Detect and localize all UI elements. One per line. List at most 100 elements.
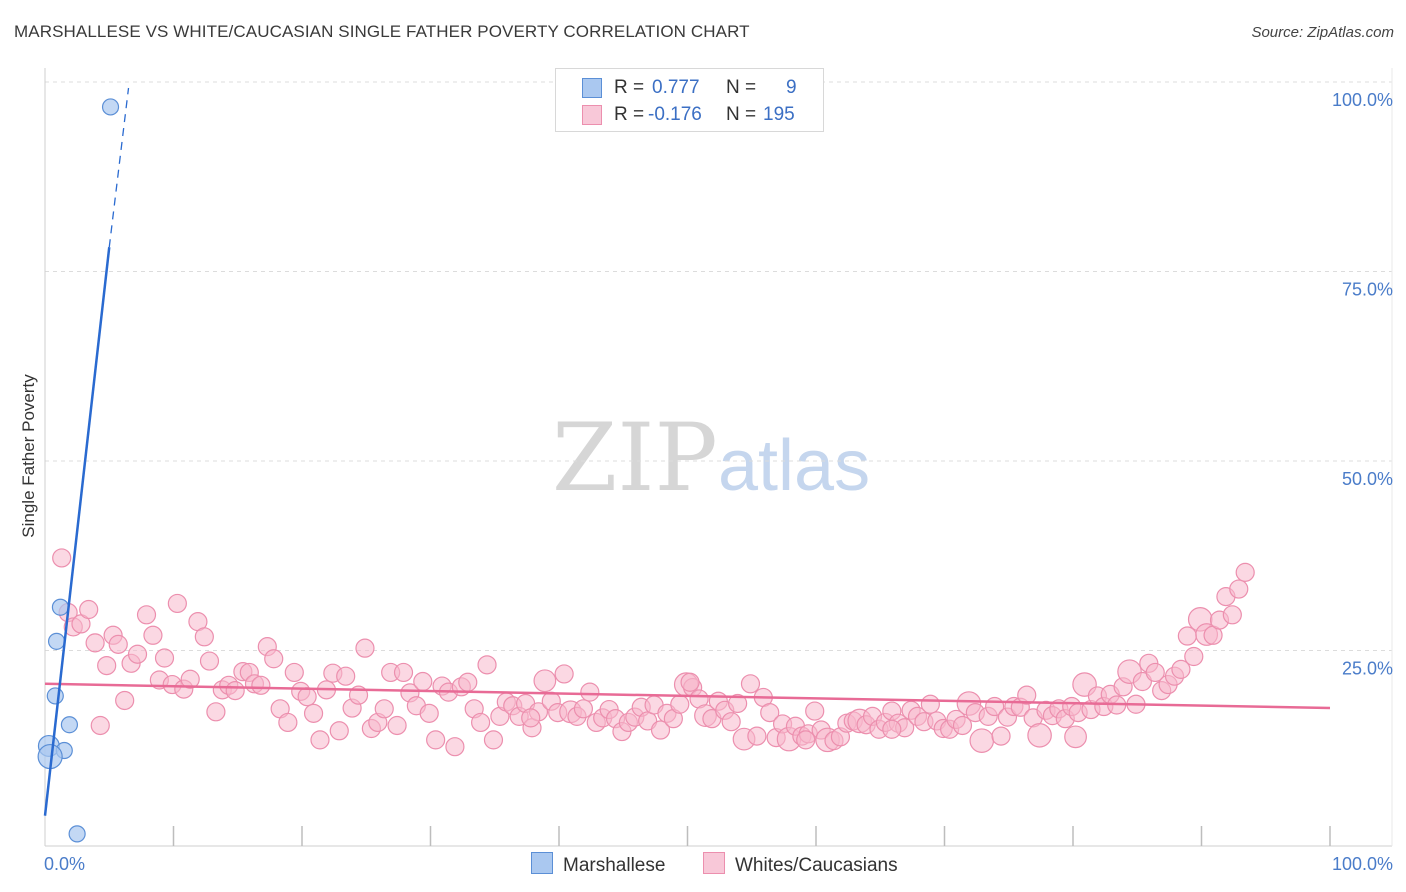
legend-item-whites: Whites/Caucasians xyxy=(703,852,898,877)
point-whites-96 xyxy=(670,694,690,714)
legend-swatch-marshallese xyxy=(582,78,602,98)
point-whites-93 xyxy=(650,720,671,740)
legend-n-value: 9 xyxy=(786,77,797,98)
legend-n-label: N = xyxy=(726,77,757,98)
x-tick-label-max: 100.0% xyxy=(1332,854,1393,874)
point-whites-5 xyxy=(85,633,105,653)
point-whites-40 xyxy=(310,730,330,750)
stats-legend: R = 0.777 N = 9 R = -0.176 N = 195 xyxy=(555,68,824,132)
point-whites-53 xyxy=(393,662,414,683)
point-whites-67 xyxy=(483,730,504,750)
legend-swatch-marshallese xyxy=(531,852,553,874)
legend-r-value: 0.777 xyxy=(652,77,700,98)
point-whites-18 xyxy=(167,593,187,614)
point-whites-4 xyxy=(79,599,99,620)
legend-r-label: R = xyxy=(614,104,645,125)
trendline-marshallese-extension xyxy=(108,87,130,248)
point-whites-20 xyxy=(180,669,200,689)
point-whites-150 xyxy=(1017,685,1037,705)
y-axis-label: Single Father Poverty xyxy=(19,374,38,538)
point-whites-110 xyxy=(760,702,780,723)
gridlines xyxy=(45,81,1392,651)
legend-item-marshallese: Marshallese xyxy=(531,852,665,877)
point-whites-135 xyxy=(920,694,940,714)
point-marshallese-4 xyxy=(60,716,79,734)
axes xyxy=(44,68,1393,847)
point-whites-36 xyxy=(284,662,304,683)
point-whites-10 xyxy=(115,690,135,711)
point-whites-23 xyxy=(199,651,220,671)
point-whites-14 xyxy=(143,625,163,645)
point-whites-9 xyxy=(108,634,128,654)
point-whites-188 xyxy=(796,730,816,750)
trendline-marshallese xyxy=(43,247,111,816)
point-whites-33 xyxy=(264,649,284,669)
point-whites-176 xyxy=(1184,646,1204,667)
legend-label-whites: Whites/Caucasians xyxy=(735,855,898,876)
point-whites-66 xyxy=(477,655,497,675)
point-whites-143 xyxy=(969,728,995,753)
point-whites-170 xyxy=(1145,662,1165,683)
point-whites-50 xyxy=(374,699,394,719)
point-whites-104 xyxy=(721,712,741,732)
whites-caucasians-points xyxy=(52,548,1255,757)
watermark: ZIP atlas xyxy=(552,404,870,513)
x-tick-label-min: 0.0% xyxy=(44,854,85,874)
source-credit: Source: ZipAtlas.com xyxy=(1251,24,1394,41)
point-whites-75 xyxy=(533,669,557,693)
point-whites-44 xyxy=(336,666,356,686)
point-whites-81 xyxy=(573,699,594,719)
legend-swatch-whites xyxy=(582,105,602,125)
point-whites-27 xyxy=(225,681,245,701)
point-marshallese-0 xyxy=(101,98,120,116)
point-whites-174 xyxy=(1171,659,1191,679)
point-whites-35 xyxy=(278,712,298,733)
point-whites-183 xyxy=(1229,579,1249,599)
trendlines xyxy=(43,87,1331,816)
watermark-atlas: atlas xyxy=(718,426,870,506)
point-whites-38 xyxy=(297,687,317,707)
point-whites-108 xyxy=(747,726,767,746)
point-whites-107 xyxy=(740,674,761,694)
y-tick-label-25: 25.0% xyxy=(1342,659,1393,679)
point-whites-43 xyxy=(329,721,349,741)
point-whites-140 xyxy=(952,715,973,736)
y-tick-labels: 25.0% 50.0% 75.0% 100.0% xyxy=(1332,90,1393,679)
point-whites-58 xyxy=(426,730,446,750)
legend-swatch-whites xyxy=(703,852,725,874)
y-tick-label-100: 100.0% xyxy=(1332,90,1393,110)
point-whites-152 xyxy=(1027,723,1052,748)
point-whites-31 xyxy=(251,675,271,695)
legend-n-label: N = xyxy=(726,104,757,125)
chart-title: MARSHALLESE VS WHITE/CAUCASIAN SINGLE FA… xyxy=(14,22,750,41)
watermark-zip: ZIP xyxy=(552,404,718,513)
point-whites-185 xyxy=(680,672,700,692)
point-whites-57 xyxy=(419,703,439,723)
point-whites-52 xyxy=(387,715,407,736)
trendline-whites xyxy=(44,682,1331,710)
point-whites-105 xyxy=(728,693,748,714)
point-whites-13 xyxy=(136,605,157,625)
point-whites-189 xyxy=(1064,725,1087,749)
point-marshallese-8 xyxy=(68,825,86,843)
point-whites-12 xyxy=(127,644,148,664)
series-legend: Marshallese Whites/Caucasians xyxy=(0,852,1406,878)
point-whites-22 xyxy=(194,627,214,647)
point-marshallese-2 xyxy=(47,632,66,650)
point-whites-63 xyxy=(458,672,478,692)
point-marshallese-3 xyxy=(46,687,64,705)
point-whites-182 xyxy=(1222,605,1242,625)
point-whites-78 xyxy=(554,664,574,684)
point-whites-16 xyxy=(154,648,175,668)
y-tick-label-50: 50.0% xyxy=(1342,469,1393,489)
y-tick-label-75: 75.0% xyxy=(1342,280,1393,300)
point-whites-184 xyxy=(1235,562,1255,582)
point-whites-82 xyxy=(580,682,600,702)
point-whites-7 xyxy=(97,655,117,676)
point-marshallese-1 xyxy=(51,598,70,616)
point-whites-56 xyxy=(413,671,433,692)
point-whites-61 xyxy=(445,737,465,757)
point-whites-24 xyxy=(206,702,226,722)
legend-r-label: R = xyxy=(614,77,645,98)
